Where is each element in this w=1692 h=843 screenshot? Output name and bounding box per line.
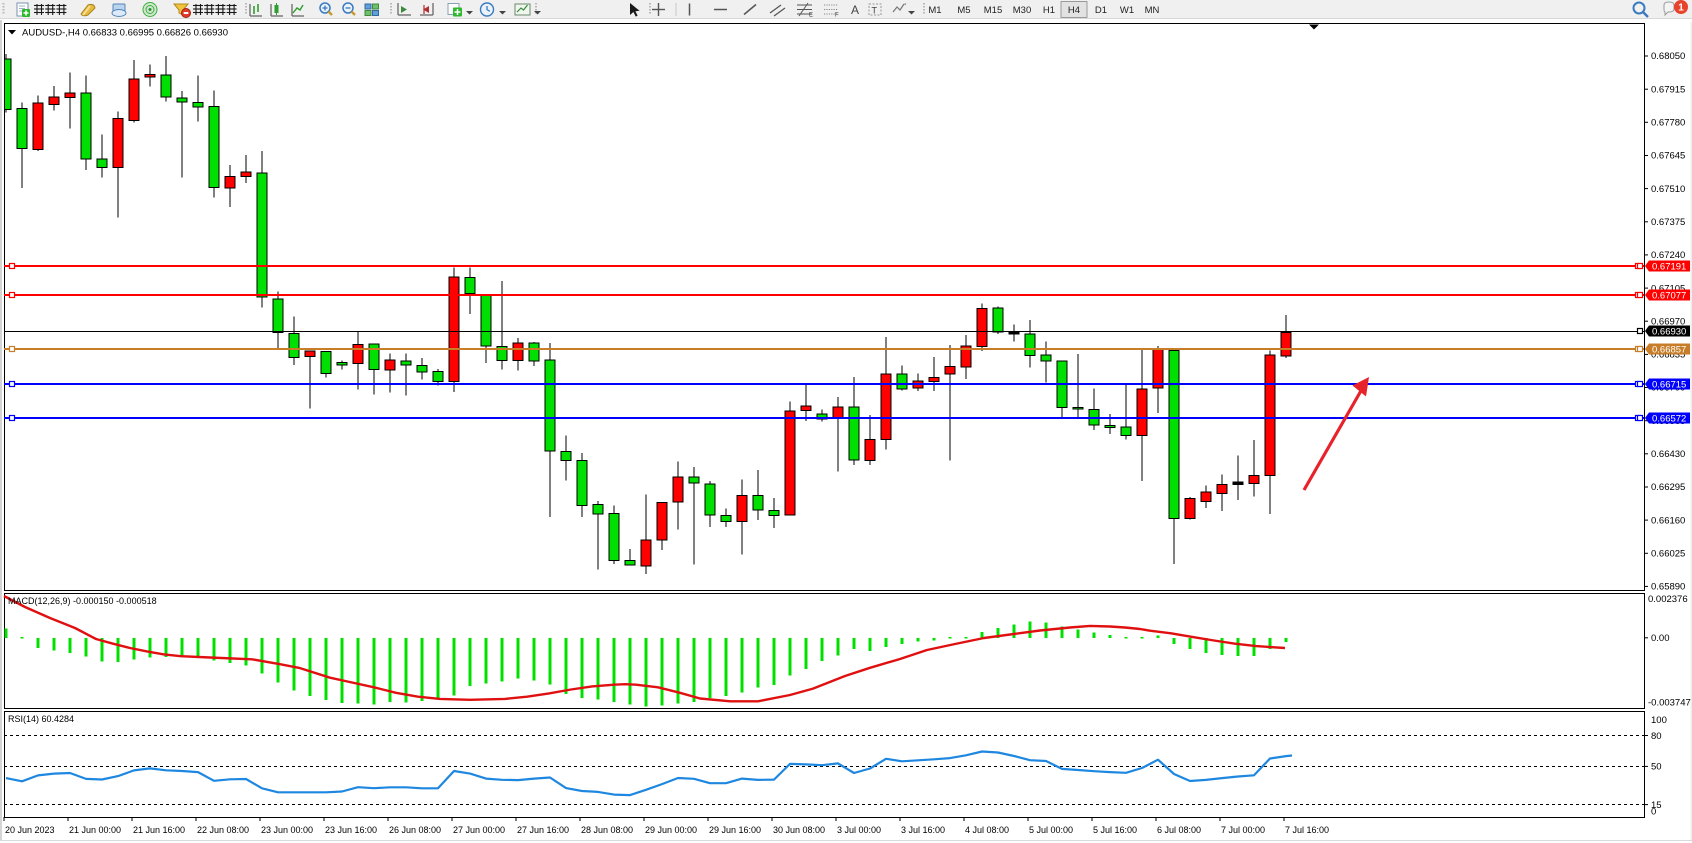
svg-text:0.66970: 0.66970 (1651, 316, 1685, 327)
svg-text:F: F (835, 13, 839, 19)
svg-text:0.66835: 0.66835 (1651, 350, 1685, 361)
svg-text:0.67077: 0.67077 (1652, 290, 1686, 301)
svg-text:3 Jul 16:00: 3 Jul 16:00 (901, 825, 945, 835)
svg-text:21 Jun 16:00: 21 Jun 16:00 (133, 825, 185, 835)
svg-text:29 Jun 00:00: 29 Jun 00:00 (645, 825, 697, 835)
svg-text:27 Jun 16:00: 27 Jun 16:00 (517, 825, 569, 835)
svg-text:29 Jun 16:00: 29 Jun 16:00 (709, 825, 761, 835)
svg-text:26 Jun 08:00: 26 Jun 08:00 (389, 825, 441, 835)
svg-text:21 Jun 00:00: 21 Jun 00:00 (69, 825, 121, 835)
svg-text:H4: H4 (1068, 5, 1080, 16)
svg-text:0.67645: 0.67645 (1651, 151, 1685, 162)
svg-text:W1: W1 (1120, 5, 1134, 16)
svg-text:20 Jun 2023: 20 Jun 2023 (5, 825, 55, 835)
svg-text:0.67105: 0.67105 (1651, 283, 1685, 294)
svg-text:22 Jun 08:00: 22 Jun 08:00 (197, 825, 249, 835)
svg-text:27 Jun 00:00: 27 Jun 00:00 (453, 825, 505, 835)
svg-text:50: 50 (1651, 762, 1662, 773)
svg-text:0.67375: 0.67375 (1651, 217, 1685, 228)
svg-text:7 Jul 00:00: 7 Jul 00:00 (1221, 825, 1265, 835)
svg-text:28 Jun 08:00: 28 Jun 08:00 (581, 825, 633, 835)
svg-text:0.66025: 0.66025 (1651, 549, 1685, 560)
svg-text:-0.003747: -0.003747 (1648, 698, 1691, 709)
svg-text:0.65890: 0.65890 (1651, 582, 1685, 593)
svg-text:5 Jul 00:00: 5 Jul 00:00 (1029, 825, 1073, 835)
svg-text:D1: D1 (1095, 5, 1107, 16)
svg-text:0.67191: 0.67191 (1652, 261, 1686, 272)
svg-text:0.66572: 0.66572 (1652, 413, 1686, 424)
svg-text:6 Jul 08:00: 6 Jul 08:00 (1157, 825, 1201, 835)
svg-text:30 Jun 08:00: 30 Jun 08:00 (773, 825, 825, 835)
svg-text:0.66295: 0.66295 (1651, 482, 1685, 493)
svg-text:0.67780: 0.67780 (1651, 118, 1685, 129)
svg-text:MACD(12,26,9) -0.000150 -0.000: MACD(12,26,9) -0.000150 -0.000518 (8, 596, 157, 606)
svg-text:3 Jul 00:00: 3 Jul 00:00 (837, 825, 881, 835)
svg-text:M1: M1 (928, 5, 941, 16)
svg-text:1: 1 (1678, 3, 1684, 14)
svg-text:M15: M15 (984, 5, 1002, 16)
svg-text:A: A (851, 3, 859, 17)
svg-text:80: 80 (1651, 731, 1662, 742)
svg-text:M5: M5 (957, 5, 970, 16)
svg-text:0.67915: 0.67915 (1651, 84, 1685, 95)
svg-text:23 Jun 00:00: 23 Jun 00:00 (261, 825, 313, 835)
svg-text:7 Jul 16:00: 7 Jul 16:00 (1285, 825, 1329, 835)
svg-text:RSI(14) 60.4284: RSI(14) 60.4284 (8, 714, 74, 724)
svg-text:100: 100 (1651, 715, 1667, 726)
svg-text:H1: H1 (1043, 5, 1055, 16)
svg-text:0.68050: 0.68050 (1651, 51, 1685, 62)
svg-text:AUDUSD-,H4 0.66833 0.66995 0.: AUDUSD-,H4 0.66833 0.66995 0.66826 0.669… (22, 28, 228, 39)
svg-text:5 Jul 16:00: 5 Jul 16:00 (1093, 825, 1137, 835)
svg-text:0.66930: 0.66930 (1652, 326, 1686, 337)
svg-text:M30: M30 (1013, 5, 1031, 16)
svg-text:0: 0 (1651, 807, 1656, 818)
svg-text:0.66160: 0.66160 (1651, 515, 1685, 526)
svg-text:MN: MN (1145, 5, 1160, 16)
svg-text:4 Jul 08:00: 4 Jul 08:00 (965, 825, 1009, 835)
svg-text:E: E (809, 13, 813, 19)
svg-text:T: T (872, 6, 878, 16)
svg-text:0.00: 0.00 (1651, 633, 1670, 644)
svg-text:15: 15 (1651, 800, 1662, 811)
svg-text:0.66715: 0.66715 (1652, 379, 1686, 390)
svg-text:23 Jun 16:00: 23 Jun 16:00 (325, 825, 377, 835)
svg-text:0.66857: 0.66857 (1652, 344, 1686, 355)
svg-text:0.002376: 0.002376 (1648, 594, 1688, 605)
svg-text:0.67510: 0.67510 (1651, 184, 1685, 195)
svg-text:0.67240: 0.67240 (1651, 250, 1685, 261)
svg-text:0.66430: 0.66430 (1651, 449, 1685, 460)
